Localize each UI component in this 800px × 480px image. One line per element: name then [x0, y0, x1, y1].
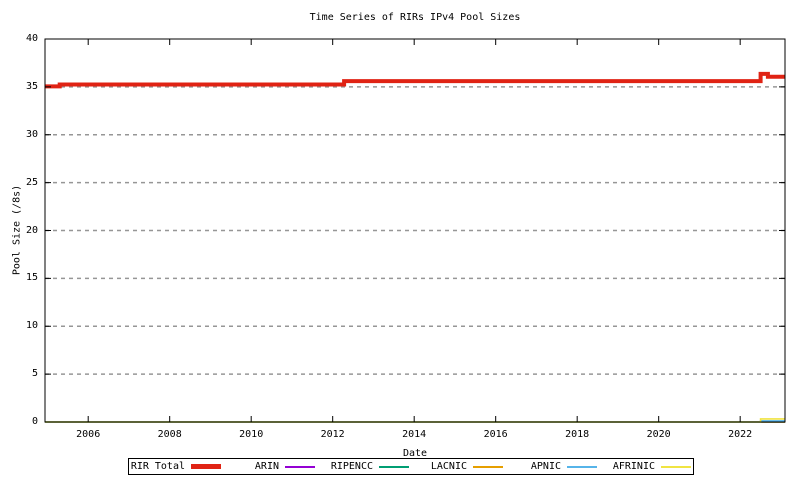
- legend-label: RIR Total: [130, 461, 185, 472]
- y-tick-label: 0: [31, 416, 38, 427]
- x-tick-label: 2008: [157, 429, 182, 440]
- x-tick-label: 2014: [402, 429, 427, 440]
- legend-label: LACNIC: [430, 461, 467, 472]
- y-tick-label: 5: [31, 368, 38, 380]
- legend-entry: APNIC: [505, 461, 599, 472]
- legend-line-sample: [285, 465, 315, 468]
- x-tick-label: 2012: [320, 429, 345, 440]
- legend-label: RIPENCC: [330, 461, 373, 472]
- y-tick-label: 20: [25, 224, 38, 236]
- legend-line-sample: [567, 465, 597, 468]
- y-tick-label: 25: [25, 176, 38, 188]
- series-line-rir-total: [45, 71, 785, 89]
- legend-entry: RIR Total: [129, 461, 223, 472]
- x-axis-label: Date: [402, 448, 428, 459]
- y-tick-label: 15: [25, 272, 38, 284]
- legend-label: APNIC: [530, 461, 561, 472]
- legend-entry: AFRINIC: [599, 461, 693, 472]
- legend-line-sample: [379, 465, 409, 468]
- y-tick-label: 40: [25, 33, 38, 44]
- x-tick-label: 2016: [483, 429, 508, 440]
- x-tick-label: 2006: [76, 429, 101, 440]
- legend-line-sample: [473, 465, 503, 468]
- y-tick-label: 30: [25, 128, 38, 140]
- chart-title: Time Series of RIRs IPv4 Pool Sizes: [309, 12, 521, 23]
- legend-entry: LACNIC: [411, 461, 505, 472]
- x-tick-label: 2020: [646, 429, 671, 440]
- y-tick-label: 10: [25, 320, 38, 332]
- x-tick-label: 2022: [728, 429, 753, 440]
- x-tick-label: 2010: [239, 429, 264, 440]
- legend-line-sample: [661, 465, 691, 468]
- y-tick-label: 35: [25, 80, 38, 92]
- legend-entry: ARIN: [223, 461, 317, 472]
- legend-entry: RIPENCC: [317, 461, 411, 472]
- x-tick-label: 2018: [565, 429, 590, 440]
- legend-label: AFRINIC: [612, 461, 655, 472]
- legend: RIR Total ARIN RIPENCC LACNIC APNIC AFRINIC: [128, 458, 694, 475]
- legend-line-sample: [191, 464, 221, 469]
- legend-label: ARIN: [254, 461, 279, 472]
